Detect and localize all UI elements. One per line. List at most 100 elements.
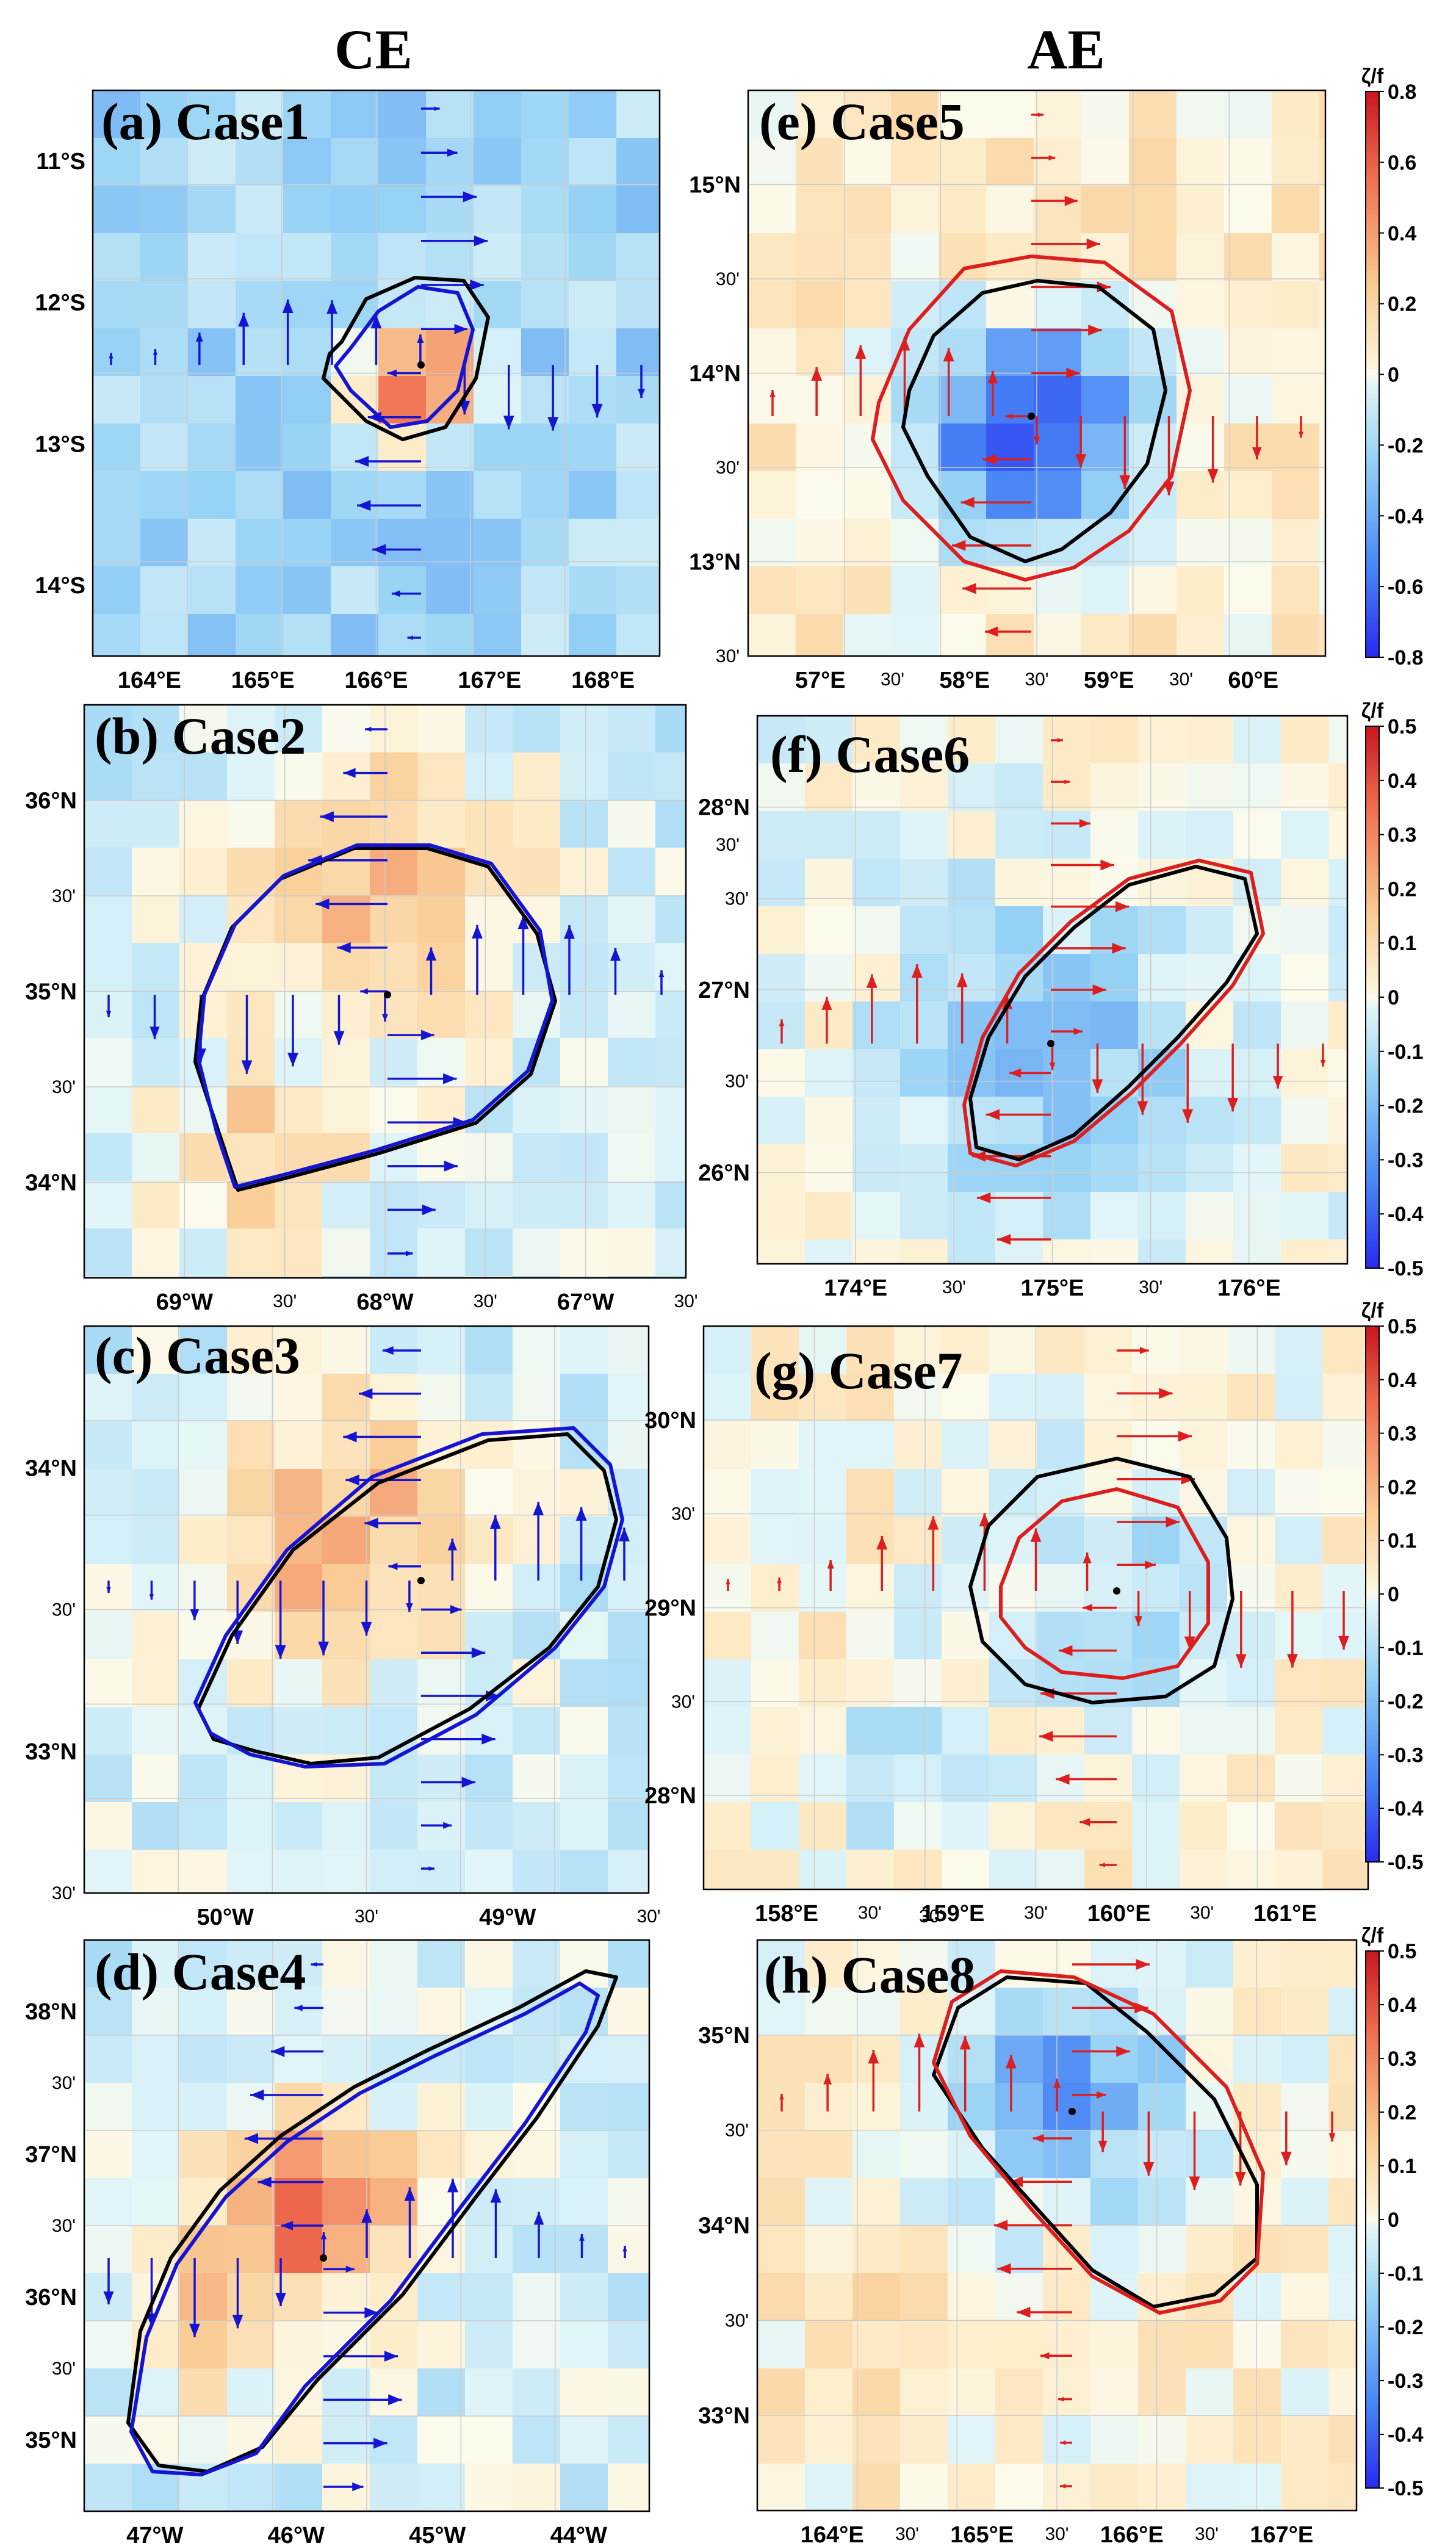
heatmap-cell — [608, 990, 656, 1039]
velocity-arrow-head — [1075, 454, 1087, 468]
velocity-arrow-head — [421, 1030, 434, 1040]
heatmap-cell — [1037, 1612, 1085, 1660]
heatmap-cell — [986, 519, 1034, 567]
heatmap-cell — [655, 1133, 686, 1181]
axes-frame — [92, 89, 661, 657]
heatmap-cell — [560, 1988, 608, 2036]
heatmap-cell — [513, 1516, 561, 1565]
x-tick-label: 46°W — [268, 2523, 325, 2546]
heatmap-cell — [283, 519, 331, 567]
heatmap-cell — [939, 328, 987, 377]
velocity-arrow-head — [952, 539, 966, 551]
velocity-arrow-head — [417, 334, 424, 344]
heatmap-cell — [84, 1181, 132, 1229]
heatmap-cell — [1132, 1469, 1180, 1517]
velocity-arrow-head — [1227, 1098, 1239, 1112]
heatmap-cell — [513, 1086, 561, 1134]
heatmap-cell — [417, 2321, 466, 2369]
velocity-arrow-head — [232, 2315, 243, 2329]
velocity-arrow-head — [1030, 1528, 1042, 1542]
heatmap-cell — [852, 1097, 901, 1145]
velocity-arrow-head — [361, 1621, 372, 1636]
heatmap-cell — [608, 1421, 649, 1470]
heatmap-cell — [1186, 716, 1234, 764]
velocity-arrow-head — [575, 1507, 587, 1521]
velocity-arrow-head — [373, 2437, 387, 2449]
heatmap-cell — [465, 2083, 513, 2131]
heatmap-cell — [1129, 281, 1177, 329]
heatmap-cell — [948, 716, 996, 764]
heatmap-cell — [852, 2226, 901, 2274]
velocity-arrow-head — [959, 2036, 971, 2050]
heatmap-cell — [275, 895, 323, 943]
heatmap-cell — [426, 90, 474, 139]
heatmap-cell — [1227, 1850, 1275, 1889]
heatmap-cell — [1177, 424, 1225, 472]
heatmap-cell — [1233, 1001, 1281, 1050]
heatmap-cell — [805, 2273, 853, 2321]
heatmap-cell — [521, 186, 569, 234]
velocity-arrow-head — [1134, 1616, 1143, 1626]
velocity-arrow-head — [821, 997, 832, 1010]
x-minor-tick-label: 30' — [355, 1906, 378, 1927]
velocity-arrow-head — [447, 2179, 458, 2193]
x-tick-label: 59°E — [1084, 668, 1134, 693]
heatmap-cell — [1037, 1326, 1085, 1374]
velocity-arrow-head — [275, 2293, 286, 2307]
heatmap-c — [84, 1326, 649, 1893]
velocity-arrow-head — [1119, 475, 1131, 489]
x-minor-tick-label: 30' — [674, 1291, 697, 1311]
heatmap-cell — [655, 1276, 686, 1278]
heatmap-cell — [986, 186, 1034, 234]
heatmap-cell — [474, 519, 522, 567]
heatmap-cell — [608, 800, 656, 848]
heatmap-cell — [1177, 186, 1225, 234]
velocity-arrow-head — [149, 1594, 154, 1600]
contour-blue — [193, 1426, 624, 1769]
velocity-arrow-head — [982, 453, 996, 465]
heatmap-cell — [465, 1564, 513, 1612]
heatmap-cell — [283, 328, 331, 377]
velocity-arrow-head — [370, 314, 382, 329]
contour-black — [196, 1432, 618, 1765]
heatmap-cell — [370, 1850, 418, 1893]
heatmap-cell — [1034, 186, 1082, 234]
heatmap-cell — [1281, 954, 1329, 1002]
heatmap-cell — [1328, 1001, 1347, 1050]
heatmap-cell — [616, 519, 660, 567]
heatmap-cell — [1281, 716, 1329, 764]
heatmap-cell — [805, 716, 853, 764]
heatmap-cell — [1138, 2464, 1186, 2511]
heatmap-cell — [179, 1181, 228, 1229]
heatmap-cell — [474, 186, 522, 234]
heatmap-cell — [1186, 1049, 1234, 1097]
velocity-arrow-head — [1136, 1959, 1150, 1970]
heatmap-cell — [799, 1802, 847, 1850]
x-minor-tick-label: 30' — [474, 1291, 497, 1311]
heatmap-cell — [1090, 2035, 1139, 2083]
heatmap-cell — [179, 943, 228, 991]
heatmap-cell — [1090, 954, 1139, 1002]
heatmap-cell — [275, 1988, 323, 2036]
heatmap-cell — [179, 2416, 228, 2464]
heatmap-cell — [894, 1374, 942, 1422]
colorbar-tick-label: -0.3 — [1388, 1744, 1424, 1767]
heatmap-cell — [132, 1421, 180, 1470]
velocity-arrow-head — [1079, 819, 1090, 828]
heatmap-cell — [1328, 811, 1347, 859]
heatmap-cell — [84, 1421, 132, 1470]
heatmap-cell — [704, 1516, 752, 1565]
heatmap-cell — [1275, 1802, 1323, 1850]
velocity-arrow-head — [1189, 2176, 1200, 2190]
heatmap-cell — [805, 2130, 853, 2179]
heatmap-cell — [132, 1516, 180, 1565]
heatmap-cell — [1132, 1850, 1180, 1889]
velocity-arrow-head — [443, 1073, 457, 1084]
heatmap-cell — [796, 138, 844, 186]
heatmap-cell — [616, 614, 660, 656]
panel-f: (f) Case6 174°E 175°E 176°E 30' 30' 28°N 27°N 26… — [698, 699, 1424, 1301]
heatmap-cell — [227, 2321, 275, 2369]
heatmap-cell — [378, 566, 427, 615]
heatmap-cell — [275, 1802, 323, 1850]
heatmap-cell — [188, 424, 236, 472]
